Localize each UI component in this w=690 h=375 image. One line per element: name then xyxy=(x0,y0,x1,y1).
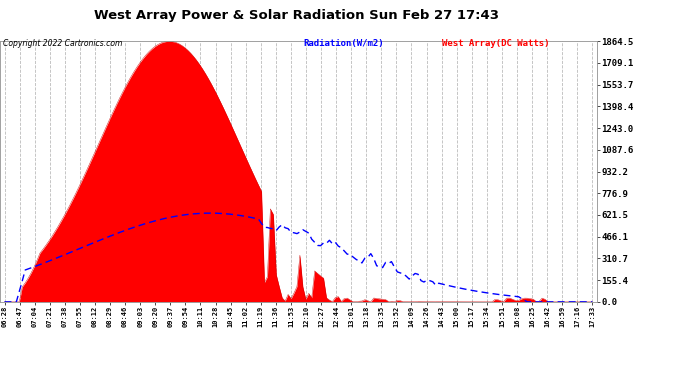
Text: Copyright 2022 Cartronics.com: Copyright 2022 Cartronics.com xyxy=(3,39,123,48)
Text: West Array(DC Watts): West Array(DC Watts) xyxy=(442,39,549,48)
Text: Radiation(W/m2): Radiation(W/m2) xyxy=(304,39,384,48)
Text: West Array Power & Solar Radiation Sun Feb 27 17:43: West Array Power & Solar Radiation Sun F… xyxy=(95,9,499,22)
